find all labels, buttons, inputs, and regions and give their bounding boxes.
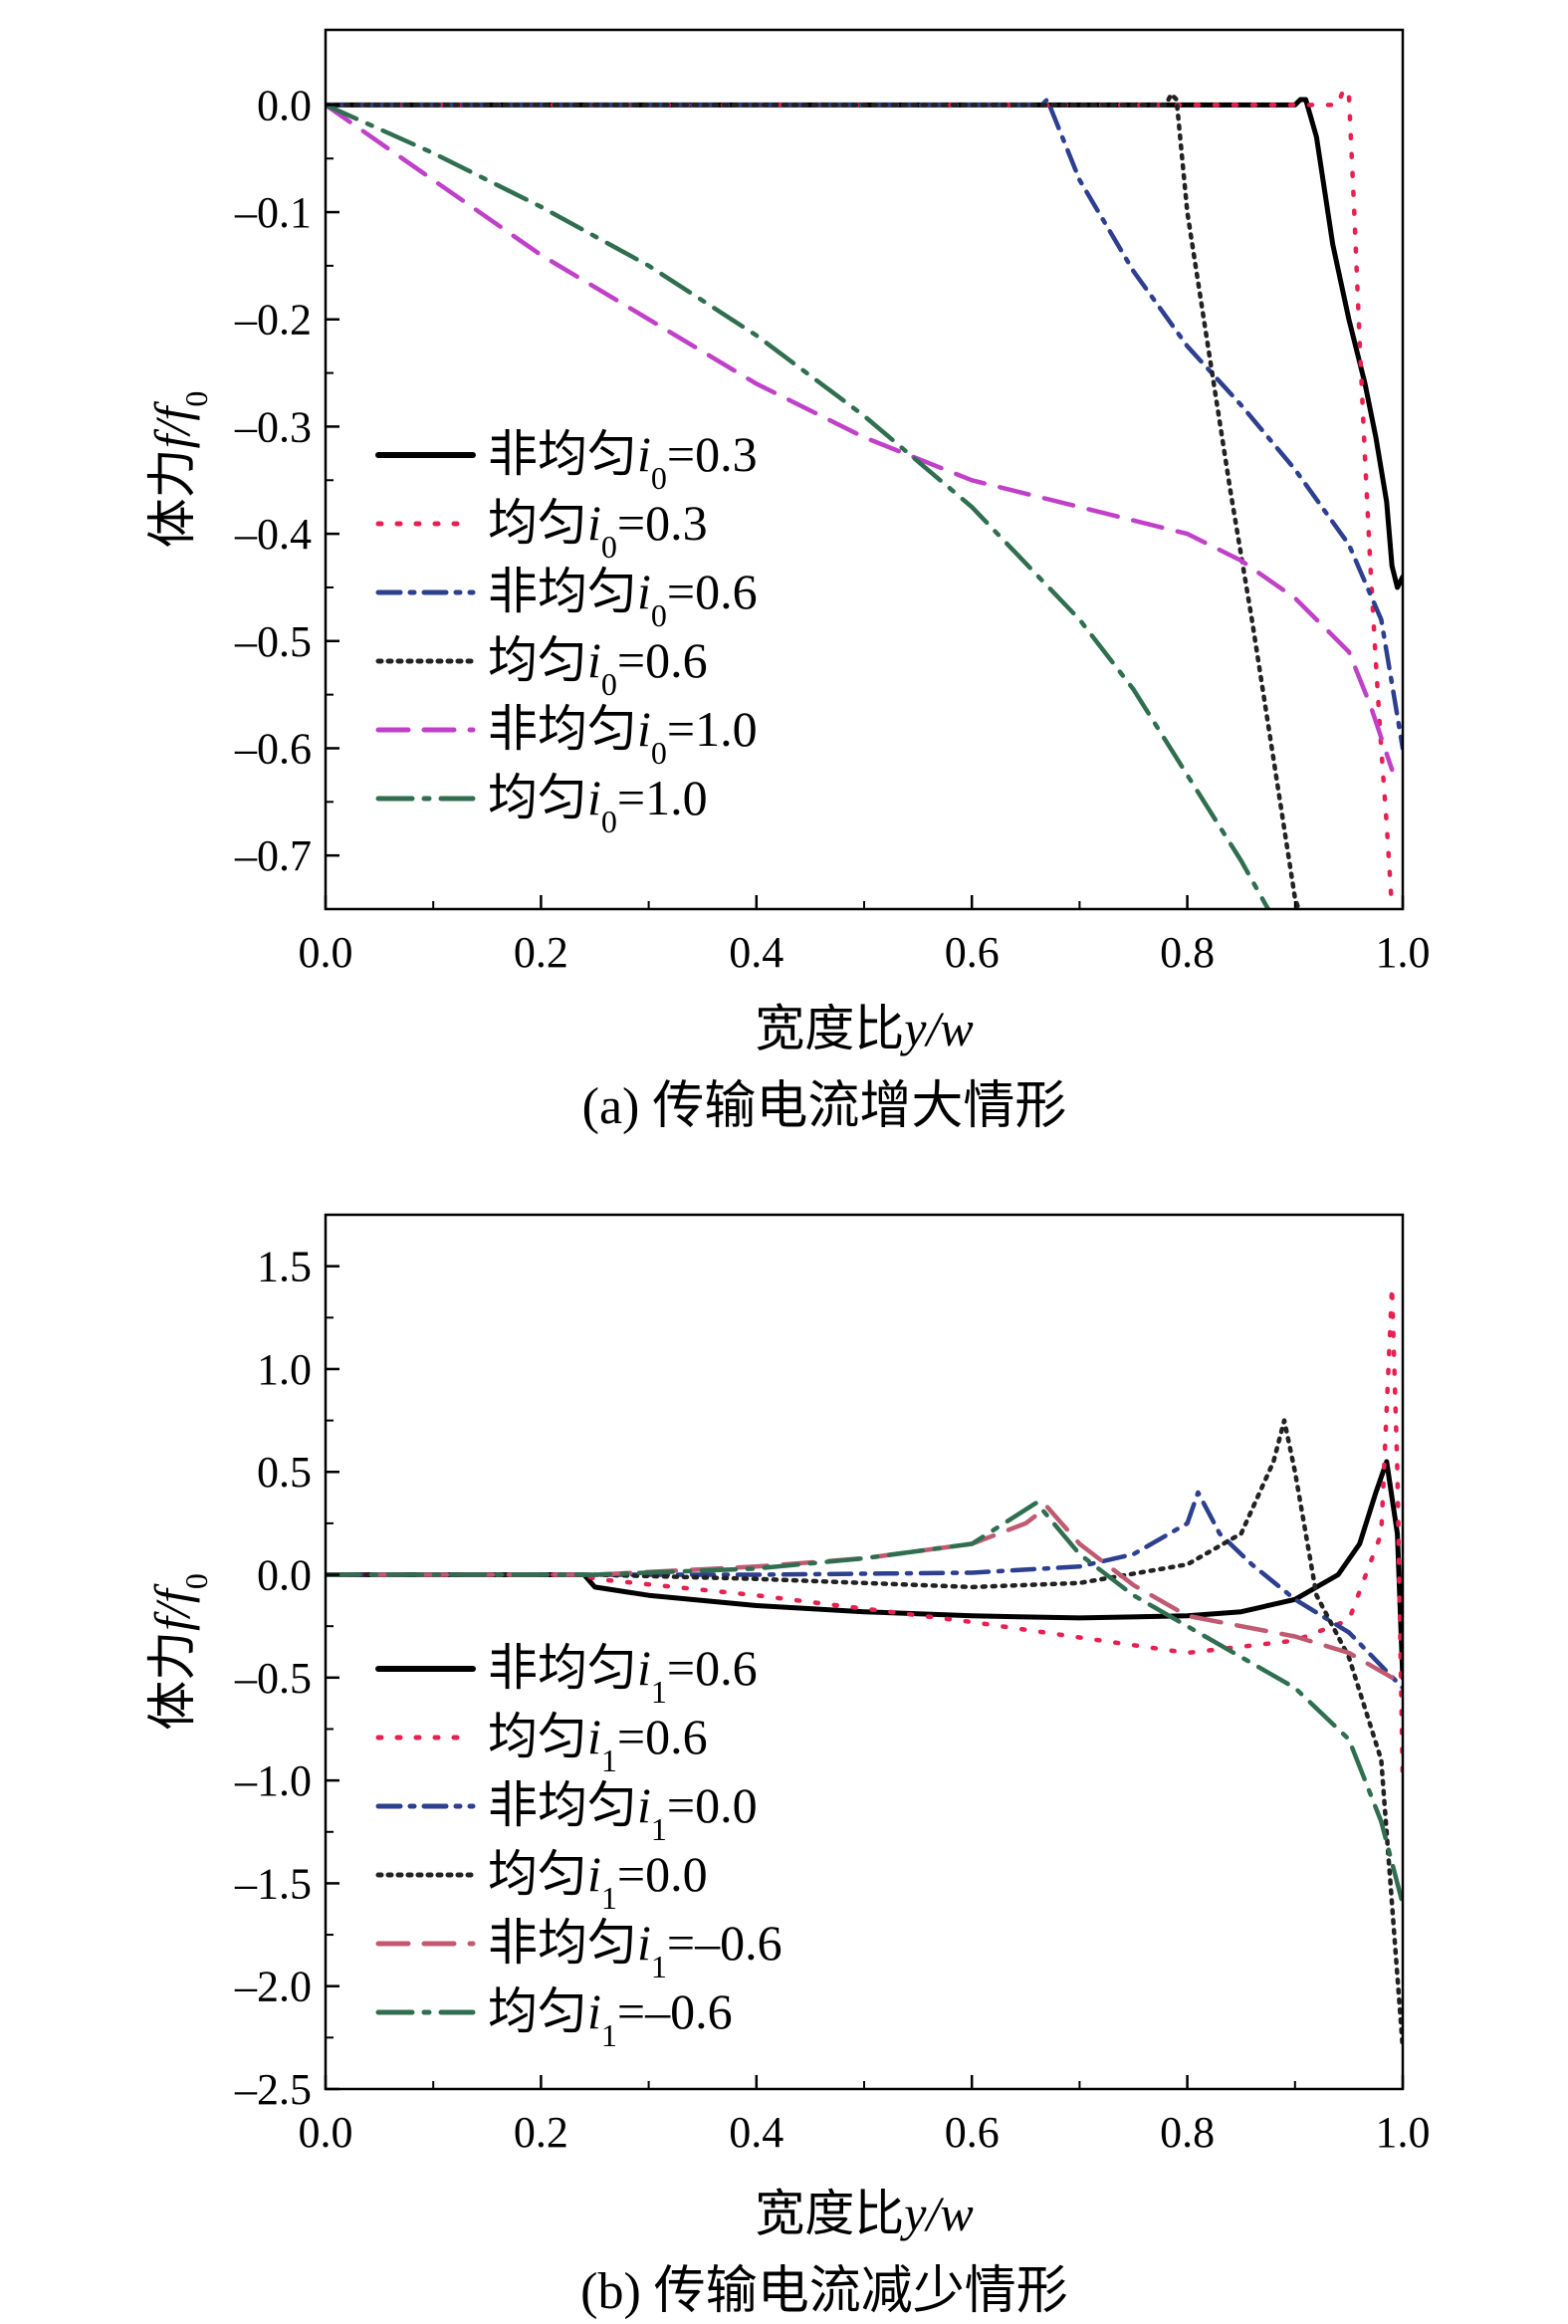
x-tick-label: 0.2 bbox=[514, 2108, 568, 2157]
y-tick-label: –0.7 bbox=[234, 831, 312, 880]
x-tick-label: 1.0 bbox=[1376, 2108, 1431, 2157]
legend-label: 非均匀i1=0.6 bbox=[488, 1640, 758, 1710]
legend-label: 均匀i1=0.0 bbox=[488, 1846, 708, 1916]
x-tick-label: 0.2 bbox=[514, 928, 568, 977]
legend-label: 非均匀i0=1.0 bbox=[488, 701, 758, 771]
x-axis-label: 宽度比y/w bbox=[755, 2186, 973, 2241]
chart-caption: (a) 传输电流增大情形 bbox=[582, 1078, 1067, 1135]
series-line-4 bbox=[326, 92, 1301, 909]
y-tick-label: –0.4 bbox=[234, 510, 312, 559]
legend-label: 均匀i0=0.3 bbox=[488, 495, 708, 565]
series-line-6 bbox=[326, 1500, 1403, 1907]
series-line-2 bbox=[326, 86, 1395, 909]
x-tick-label: 0.4 bbox=[729, 2108, 784, 2157]
chart-a: 0.0 0.2 0.4 0.6 0.8 1.0 0.0 –0.1 –0.2 –0.3 –0.4 –0.… bbox=[144, 28, 1431, 1135]
series-line-1 bbox=[326, 1459, 1403, 1681]
y-tick-label: –0.2 bbox=[234, 296, 312, 345]
legend-label: 均匀i1=–0.6 bbox=[488, 1983, 733, 2053]
y-tick-label: –2.5 bbox=[234, 2065, 312, 2114]
y-tick-label: 0.5 bbox=[257, 1448, 312, 1497]
x-tick-label: 0.6 bbox=[945, 2108, 1000, 2157]
y-tick-label: –2.0 bbox=[234, 1963, 312, 2011]
legend-label: 非均匀i0=0.6 bbox=[488, 564, 758, 633]
x-tick-label: 0.6 bbox=[945, 928, 1000, 977]
series-line-1 bbox=[326, 97, 1403, 590]
series-group bbox=[326, 86, 1403, 909]
x-tick-label: 0.4 bbox=[729, 928, 784, 977]
y-tick-label: –1.0 bbox=[234, 1756, 312, 1805]
y-tick-label: –0.5 bbox=[234, 617, 312, 666]
legend-label: 非均匀i0=0.3 bbox=[488, 426, 758, 496]
series-line-6 bbox=[326, 103, 1271, 909]
legend-label: 均匀i0=1.0 bbox=[488, 770, 708, 839]
y-tick-label: 0.0 bbox=[257, 81, 312, 129]
legend: 非均匀i1=0.6均匀i1=0.6非均匀i1=0.0均匀i1=0.0非均匀i1=… bbox=[375, 1640, 783, 2053]
x-tick-label: 0.0 bbox=[299, 2108, 353, 2157]
x-tick-label: 0.8 bbox=[1160, 2108, 1215, 2157]
y-axis-label: 体力f/f0 bbox=[144, 391, 214, 549]
series-line-4 bbox=[326, 1418, 1403, 2050]
y-tick-label: –0.5 bbox=[234, 1654, 312, 1703]
chart-b: 0.0 0.2 0.4 0.6 0.8 1.0 1.5 1.0 0.5 0.0 –0.5 –1.0 –1… bbox=[144, 1213, 1431, 2320]
legend-label: 均匀i0=0.6 bbox=[488, 632, 708, 702]
y-axis-label: 体力f/f0 bbox=[144, 1573, 214, 1731]
y-tick-label: 1.0 bbox=[257, 1345, 312, 1394]
y-tick-label: 0.0 bbox=[257, 1551, 312, 1600]
y-tick-label: –0.6 bbox=[234, 724, 312, 773]
chart-caption: (b) 传输电流减少情形 bbox=[580, 2263, 1068, 2320]
x-axis-label: 宽度比y/w bbox=[755, 1001, 973, 1056]
y-tick-label: 1.5 bbox=[257, 1243, 312, 1291]
legend: 非均匀i0=0.3均匀i0=0.3非均匀i0=0.6均匀i0=0.6非均匀i0=… bbox=[375, 426, 758, 839]
y-tick-label: –1.5 bbox=[234, 1859, 312, 1908]
x-tick-label: 0.8 bbox=[1160, 928, 1215, 977]
series-group bbox=[326, 1284, 1403, 2050]
x-tick-label: 1.0 bbox=[1376, 928, 1431, 977]
legend-label: 均匀i1=0.6 bbox=[488, 1709, 708, 1778]
x-tick-label: 0.0 bbox=[299, 928, 353, 977]
series-line-3 bbox=[326, 97, 1403, 751]
legend-label: 非均匀i1=–0.6 bbox=[488, 1915, 783, 1984]
series-line-5 bbox=[326, 103, 1395, 773]
y-tick-label: –0.3 bbox=[234, 402, 312, 451]
legend-label: 非均匀i1=0.0 bbox=[488, 1777, 758, 1847]
y-tick-label: –0.1 bbox=[234, 188, 312, 237]
